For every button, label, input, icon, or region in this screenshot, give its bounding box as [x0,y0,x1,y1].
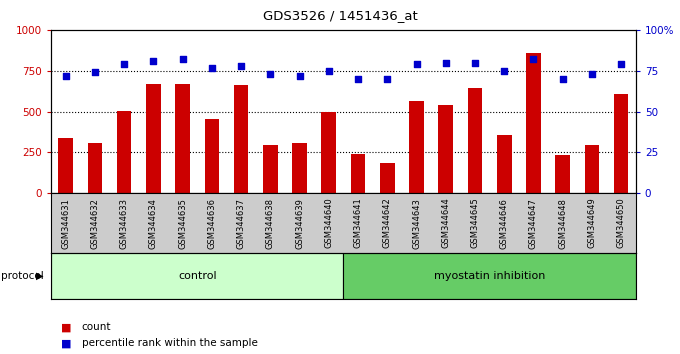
Text: GSM344649: GSM344649 [588,198,596,249]
Bar [205,119,219,193]
Text: GSM344631: GSM344631 [61,198,70,249]
Bar [351,154,365,193]
Text: GSM344641: GSM344641 [354,198,362,249]
Point [353,76,364,82]
Bar [343,253,636,299]
Point [60,73,71,79]
Bar [409,101,424,193]
Bar [556,155,570,193]
Bar [614,93,628,193]
Bar [526,53,541,193]
Bar [234,85,248,193]
Point [499,68,510,74]
Bar [58,138,73,193]
Point [177,57,188,62]
Point [528,57,539,62]
Point [236,63,247,69]
Text: GSM344645: GSM344645 [471,198,479,249]
Text: count: count [82,322,111,332]
Text: GSM344635: GSM344635 [178,198,187,249]
Text: GSM344642: GSM344642 [383,198,392,249]
Bar [292,143,307,193]
Bar [468,88,482,193]
Text: GSM344638: GSM344638 [266,198,275,249]
Text: percentile rank within the sample: percentile rank within the sample [82,338,258,348]
Bar [51,253,343,299]
Point [558,76,568,82]
Point [90,70,101,75]
Bar [263,145,277,193]
Point [207,65,218,70]
Text: GSM344632: GSM344632 [90,198,99,249]
Point [148,58,159,64]
Text: GSM344646: GSM344646 [500,198,509,249]
Point [382,76,393,82]
Bar [497,135,511,193]
Point [586,71,598,77]
Bar [380,163,394,193]
Point [441,60,452,65]
Text: ■: ■ [61,322,71,332]
Point [119,62,130,67]
Text: GSM344634: GSM344634 [149,198,158,249]
Text: ▶: ▶ [35,271,44,281]
Text: GSM344633: GSM344633 [120,198,129,249]
Bar [175,84,190,193]
Text: GDS3526 / 1451436_at: GDS3526 / 1451436_at [262,9,418,22]
Bar [585,145,599,193]
Bar [146,84,160,193]
Bar [439,105,453,193]
Point [411,62,422,67]
Text: control: control [178,271,216,281]
Text: ■: ■ [61,338,71,348]
Text: GSM344636: GSM344636 [207,198,216,249]
Point [265,71,276,77]
Text: GSM344640: GSM344640 [324,198,333,249]
Text: GSM344637: GSM344637 [237,198,245,249]
Text: GSM344644: GSM344644 [441,198,450,249]
Text: GSM344648: GSM344648 [558,198,567,249]
Text: GSM344647: GSM344647 [529,198,538,249]
Bar [322,112,336,193]
Text: GSM344639: GSM344639 [295,198,304,249]
Point [470,60,481,65]
Text: myostatin inhibition: myostatin inhibition [434,271,545,281]
Point [294,73,305,79]
Point [324,68,335,74]
Bar [88,143,102,193]
Text: protocol: protocol [1,271,44,281]
Point [616,62,627,67]
Text: GSM344643: GSM344643 [412,198,421,249]
Text: GSM344650: GSM344650 [617,198,626,249]
Bar [117,111,131,193]
